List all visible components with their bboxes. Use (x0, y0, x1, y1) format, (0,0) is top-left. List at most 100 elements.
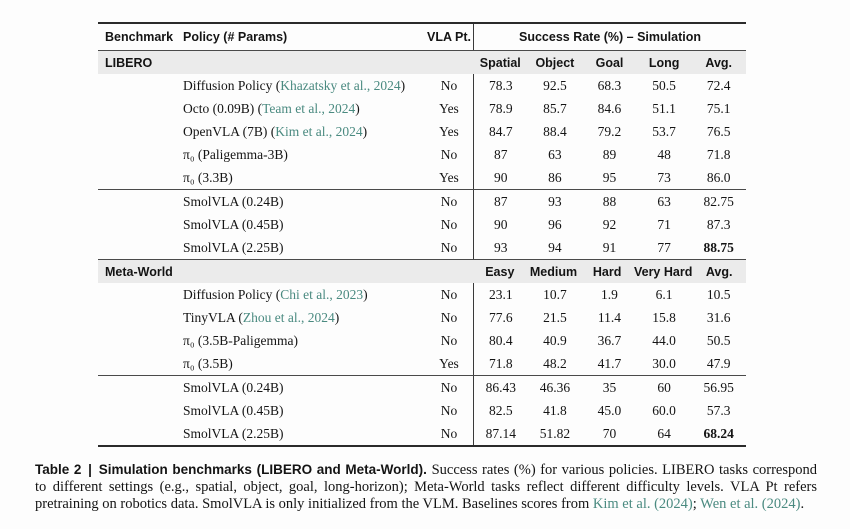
value-cell: 88 (602, 193, 617, 209)
value-cell: 51.1 (652, 100, 676, 116)
vla-pretrained-cell: No (440, 77, 458, 93)
caption-citation-link[interactable]: Kim et al. (2024) (592, 496, 693, 513)
metric-column-header: Avg. (705, 264, 733, 279)
vla-pretrained-cell: No (440, 146, 458, 162)
value-cell: 71.8 (473, 352, 528, 375)
value-cell: 44.0 (652, 332, 676, 348)
value-cell: 90 (473, 166, 528, 189)
value-cell: 77 (657, 239, 671, 255)
value-cell: 6.1 (655, 286, 673, 302)
value-cell: 86 (548, 169, 562, 185)
value-cell: 47.9 (706, 355, 731, 371)
value-cell: 68.24 (703, 425, 734, 441)
section-band-row: Meta-World Easy Medium Hard Very Hard Avg. (98, 259, 746, 283)
value-cell: 71.8 (706, 146, 731, 162)
policy-cell: π₀ (Paligemma-3B) (183, 146, 288, 162)
value-cell: 64 (657, 425, 671, 441)
value-cell: 11.4 (597, 309, 622, 325)
policy-cell: OpenVLA (7B) (Kim et al., 2024) (183, 123, 368, 139)
metric-column-header: Long (648, 55, 680, 70)
citation-link[interactable]: Chi et al., 2023 (280, 286, 364, 302)
value-cell: 82.75 (703, 193, 734, 209)
table-row: SmolVLA (0.24B) No 86.43 46.36 35 60 56.95 (98, 375, 746, 399)
policy-cell: SmolVLA (0.45B) (183, 402, 284, 418)
citation-link[interactable]: Zhou et al., 2024 (242, 309, 335, 325)
vla-pretrained-cell: No (440, 402, 458, 418)
value-cell: 80.4 (473, 329, 528, 352)
vla-pretrained-cell: No (440, 332, 458, 348)
vla-pretrained-cell: Yes (439, 100, 459, 116)
value-cell: 41.8 (543, 402, 567, 418)
metric-column-header: Object (535, 55, 575, 70)
citation-link[interactable]: Khazatsky et al., 2024 (280, 77, 401, 93)
value-cell: 57.3 (706, 402, 731, 418)
value-cell: 92 (602, 216, 617, 232)
policy-cell: π₀ (3.5B) (183, 355, 233, 371)
value-cell: 75.1 (706, 100, 731, 116)
table-header-row: Benchmark Policy (# Params) VLA Pt. Succ… (98, 24, 746, 51)
table-row: SmolVLA (0.45B) No 82.5 41.8 45.0 60.0 57.3 (98, 399, 746, 422)
value-cell: 78.3 (473, 74, 528, 97)
section-label: LIBERO (105, 55, 153, 70)
benchmark-table: Benchmark Policy (# Params) VLA Pt. Succ… (98, 22, 746, 447)
table-body: LIBERO Spatial Object Goal Long Avg. Diffusion… (98, 51, 746, 445)
value-cell: 30.0 (652, 355, 676, 371)
value-cell: 92.5 (543, 77, 567, 93)
table-row: π₀ (Paligemma-3B) No 87 63 89 48 71.8 (98, 143, 746, 166)
value-cell: 10.7 (543, 286, 567, 302)
table-row: OpenVLA (7B) (Kim et al., 2024) Yes 84.7 88… (98, 120, 746, 143)
value-cell: 93 (548, 193, 562, 209)
value-cell: 71 (657, 216, 671, 232)
citation-link[interactable]: Team et al., 2024 (262, 100, 356, 116)
value-cell: 35 (602, 379, 617, 395)
policy-cell: Diffusion Policy (Khazatsky et al., 2024… (183, 77, 406, 93)
vla-pretrained-cell: Yes (439, 123, 459, 139)
table-row: SmolVLA (2.25B) No 87.14 51.82 70 64 68.24 (98, 422, 746, 445)
metric-column-header: Easy (485, 264, 515, 279)
value-cell: 48.2 (543, 355, 567, 371)
table-caption: Table 2 | Simulation benchmarks (LIBERO … (35, 462, 817, 514)
policy-cell: SmolVLA (2.25B) (183, 425, 284, 441)
metric-column-header: Very Hard (633, 264, 693, 279)
policy-cell: Diffusion Policy (Chi et al., 2023) (183, 286, 368, 302)
section-band-row: LIBERO Spatial Object Goal Long Avg. (98, 51, 746, 74)
value-cell: 90 (473, 213, 528, 236)
value-cell: 86.0 (706, 169, 731, 185)
caption-text: Success rates (%) for various policies. … (35, 461, 817, 513)
value-cell: 60.0 (652, 402, 676, 418)
value-cell: 79.2 (597, 123, 622, 139)
value-cell: 84.7 (473, 120, 528, 143)
value-cell: 15.8 (652, 309, 676, 325)
value-cell: 94 (548, 239, 562, 255)
value-cell: 21.5 (543, 309, 567, 325)
vla-pretrained-cell: Yes (439, 169, 459, 185)
col-header-policy: Policy (# Params) (183, 30, 288, 44)
table-row: π₀ (3.5B) Yes 71.8 48.2 41.7 30.0 47.9 (98, 352, 746, 375)
policy-cell: π₀ (3.3B) (183, 169, 233, 185)
table-row: SmolVLA (0.45B) No 90 96 92 71 87.3 (98, 213, 746, 236)
value-cell: 87.3 (706, 216, 731, 232)
citation-link[interactable]: Kim et al., 2024 (275, 123, 363, 139)
value-cell: 93 (473, 236, 528, 259)
table-row: π₀ (3.3B) Yes 90 86 95 73 86.0 (98, 166, 746, 189)
value-cell: 82.5 (473, 399, 528, 422)
caption-citation-link[interactable]: Wen et al. (2024) (700, 496, 801, 513)
value-cell: 41.7 (597, 355, 622, 371)
table-row: π₀ (3.5B-Paligemma) No 80.4 40.9 36.7 44.0 50.… (98, 329, 746, 352)
policy-cell: SmolVLA (0.45B) (183, 216, 284, 232)
vla-pretrained-cell: No (440, 193, 458, 209)
value-cell: 86.43 (473, 376, 528, 399)
value-cell: 53.7 (652, 123, 676, 139)
value-cell: 73 (657, 169, 671, 185)
policy-cell: TinyVLA (Zhou et al., 2024) (183, 309, 340, 325)
value-cell: 40.9 (543, 332, 567, 348)
value-cell: 50.5 (706, 332, 731, 348)
value-cell: 95 (602, 169, 617, 185)
value-cell: 84.6 (597, 100, 622, 116)
value-cell: 87 (473, 190, 528, 213)
table-row: TinyVLA (Zhou et al., 2024) No 77.6 21.5 11.… (98, 306, 746, 329)
policy-cell: SmolVLA (0.24B) (183, 379, 284, 395)
value-cell: 89 (602, 146, 617, 162)
value-cell: 88.4 (543, 123, 567, 139)
value-cell: 63 (548, 146, 562, 162)
